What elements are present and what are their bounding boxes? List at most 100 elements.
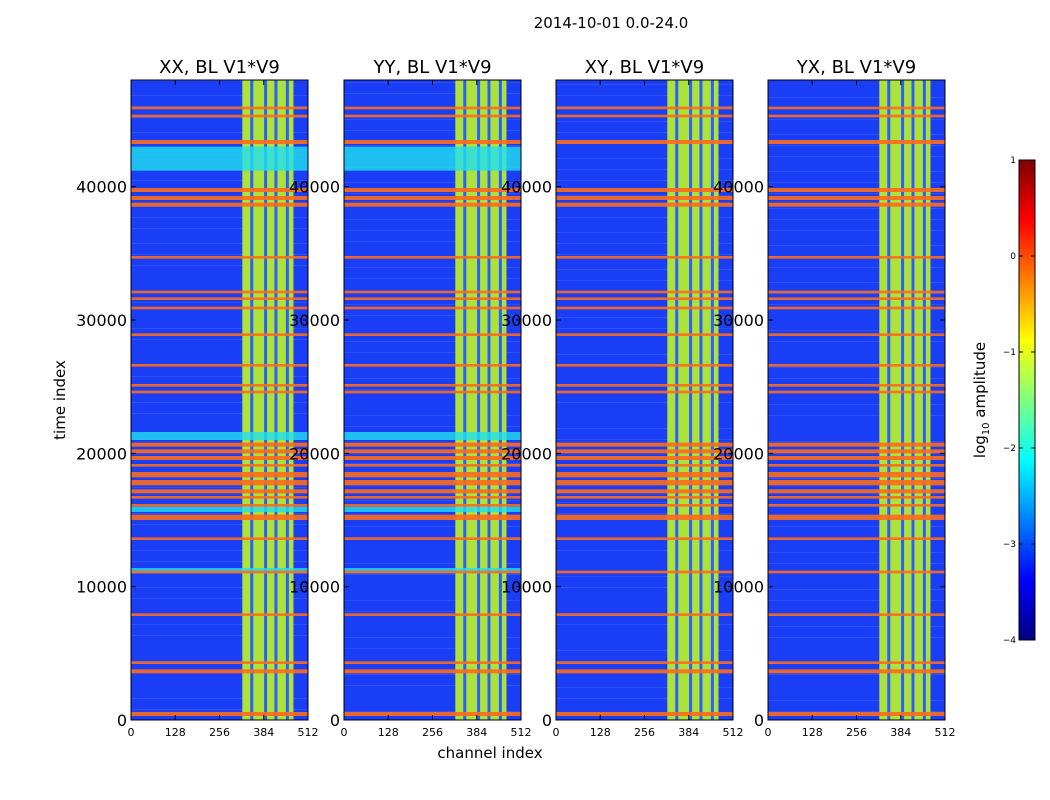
- flagged-row: [344, 306, 521, 310]
- flagged-row: [344, 106, 521, 110]
- noise-stripe: [344, 711, 521, 712]
- noise-stripe: [131, 487, 308, 488]
- noise-stripe: [344, 426, 521, 427]
- x-tick-label: 512: [935, 726, 956, 739]
- noise-stripe: [768, 711, 945, 712]
- noise-stripe: [556, 428, 733, 429]
- noise-stripe: [344, 648, 521, 649]
- flagged-row: [344, 442, 521, 447]
- panel-title: YY, BL V1*V9: [372, 57, 491, 78]
- noise-stripe: [556, 280, 733, 281]
- noise-stripe: [131, 587, 308, 588]
- y-tick-label: 0: [542, 711, 552, 730]
- noise-stripe: [556, 158, 733, 159]
- noise-stripe: [131, 709, 308, 710]
- flagged-row: [768, 297, 945, 300]
- flagged-row: [768, 514, 945, 520]
- x-tick-label: 384: [466, 726, 487, 739]
- noise-stripe: [344, 563, 521, 564]
- noise-stripe: [131, 513, 308, 514]
- flagged-row: [768, 384, 945, 387]
- x-tick-label: 256: [209, 726, 230, 739]
- flagged-row: [131, 496, 308, 499]
- x-tick-label: 256: [634, 726, 655, 739]
- flagged-row: [768, 256, 945, 259]
- noise-stripe: [556, 254, 733, 255]
- panel-title: XY, BL V1*V9: [585, 57, 704, 78]
- flagged-row: [131, 364, 308, 367]
- noise-stripe: [556, 698, 733, 699]
- panel-4: YX, BL V1*V9 0 128 256 384 512 0 10000 20000 3000…: [713, 57, 955, 739]
- y-tick-label: 0: [117, 711, 127, 730]
- y-axis-label: time index: [51, 360, 69, 440]
- flagged-row: [768, 202, 945, 207]
- x-axis-label: channel index: [437, 744, 542, 762]
- flagged-row: [556, 464, 733, 467]
- noise-stripe: [131, 228, 308, 229]
- flagged-row: [131, 297, 308, 300]
- flagged-row: [131, 480, 308, 486]
- y-tick-label: 10000: [289, 578, 340, 597]
- x-tick-label: 384: [253, 726, 274, 739]
- noise-stripe: [344, 182, 521, 183]
- colorbar-tick-label: −4: [1003, 636, 1017, 646]
- flagged-row: [768, 442, 945, 447]
- flagged-row: [556, 669, 733, 674]
- y-tick-label: 0: [754, 711, 764, 730]
- flagged-row: [556, 297, 733, 300]
- noise-stripe: [768, 193, 945, 194]
- flagged-row: [768, 364, 945, 367]
- noise-stripe: [556, 195, 733, 196]
- noise-stripe: [556, 439, 733, 440]
- flagged-row: [131, 202, 308, 207]
- noise-stripe: [768, 415, 945, 416]
- noise-stripe: [344, 119, 521, 120]
- panel-title: XX, BL V1*V9: [159, 57, 280, 78]
- noise-stripe: [556, 106, 733, 107]
- noise-stripe: [768, 145, 945, 146]
- noise-stripe: [344, 415, 521, 416]
- flagged-row: [131, 661, 308, 664]
- noise-stripe: [344, 241, 521, 242]
- flagged-row: [131, 442, 308, 447]
- y-tick-label: 0: [330, 711, 340, 730]
- noise-stripe: [131, 598, 308, 599]
- flagged-row: [556, 188, 733, 192]
- flagged-row: [131, 290, 308, 294]
- noise-stripe: [344, 145, 521, 146]
- noise-stripe: [556, 132, 733, 133]
- figure-title: 2014-10-01 0.0-24.0: [534, 14, 689, 32]
- flagged-row: [344, 456, 521, 460]
- noise-stripe: [131, 698, 308, 699]
- x-tick-label: 384: [678, 726, 699, 739]
- flagged-row: [768, 390, 945, 394]
- noise-stripe: [131, 524, 308, 525]
- noise-stripe: [768, 208, 945, 209]
- noise-stripe: [768, 119, 945, 120]
- y-tick-label: 10000: [501, 578, 552, 597]
- noise-stripe: [556, 513, 733, 514]
- noise-stripe: [768, 304, 945, 305]
- noise-stripe: [556, 121, 733, 122]
- noise-stripe: [556, 587, 733, 588]
- noise-stripe: [768, 367, 945, 368]
- y-tick-label: 30000: [501, 311, 552, 330]
- flagged-row: [556, 333, 733, 336]
- channel-gap: [477, 80, 481, 720]
- flagged-row: [131, 114, 308, 118]
- noise-stripe: [768, 589, 945, 590]
- noise-stripe: [344, 230, 521, 231]
- flagged-row: [556, 537, 733, 540]
- flagged-row: [768, 106, 945, 110]
- flagged-row: [344, 114, 521, 118]
- flagged-row: [344, 464, 521, 467]
- y-tick-label: 40000: [289, 178, 340, 197]
- flagged-row: [768, 669, 945, 674]
- noise-stripe: [768, 245, 945, 246]
- flagged-row: [131, 669, 308, 674]
- bright-time-band: [344, 568, 521, 574]
- noise-stripe: [556, 169, 733, 170]
- noise-stripe: [131, 95, 308, 96]
- flagged-row: [344, 196, 521, 200]
- flagged-row: [131, 489, 308, 494]
